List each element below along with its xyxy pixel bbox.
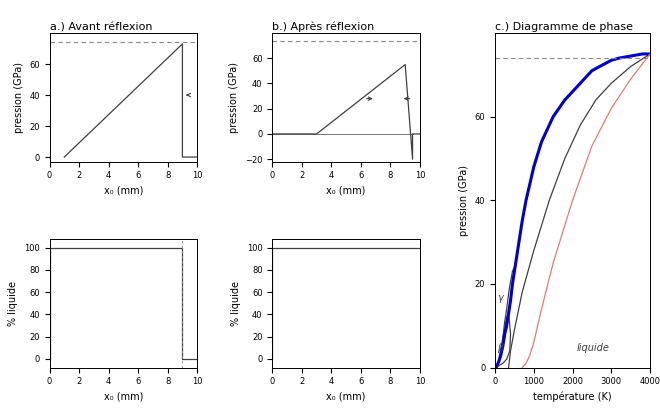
Text: $\beta$: $\beta$ [497,341,505,355]
Y-axis label: % liquide: % liquide [231,281,242,326]
Y-axis label: pression (GPa): pression (GPa) [459,165,469,236]
Text: b.) Après réflexion: b.) Après réflexion [273,22,374,32]
X-axis label: x₀ (mm): x₀ (mm) [104,186,143,196]
Text: liquide: liquide [576,343,609,353]
Y-axis label: pression (GPa): pression (GPa) [14,62,24,133]
X-axis label: x₀ (mm): x₀ (mm) [327,186,366,196]
Y-axis label: pression (GPa): pression (GPa) [230,62,240,133]
X-axis label: x₀ (mm): x₀ (mm) [104,392,143,402]
Text: $\gamma$: $\gamma$ [497,293,506,305]
Y-axis label: % liquide: % liquide [9,281,18,326]
X-axis label: température (K): température (K) [533,392,612,402]
X-axis label: x₀ (mm): x₀ (mm) [327,392,366,402]
Text: c.) Diagramme de phase: c.) Diagramme de phase [495,22,633,32]
Text: a.) Avant réflexion: a.) Avant réflexion [50,22,152,32]
